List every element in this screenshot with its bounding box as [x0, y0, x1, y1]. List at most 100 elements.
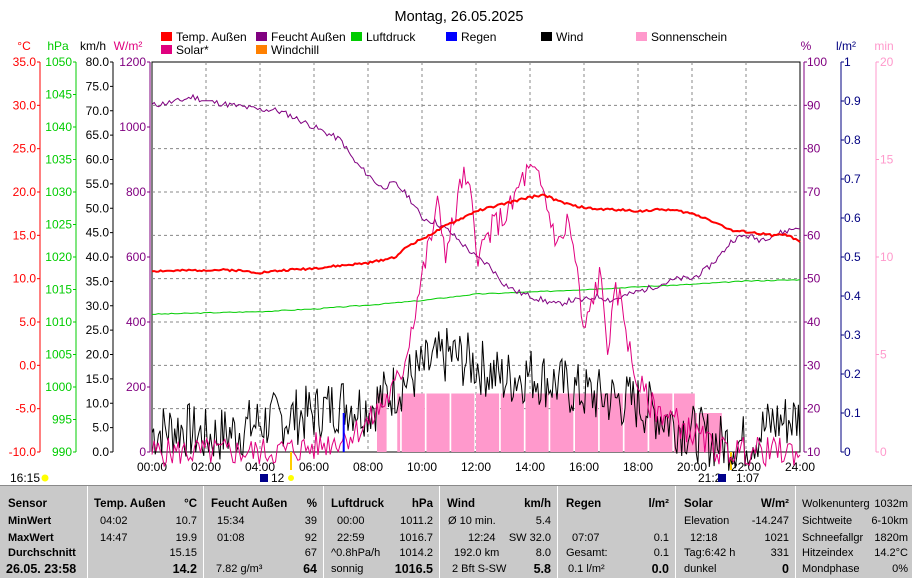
- sunshine-bar: [539, 393, 542, 452]
- sunshine-bar: [415, 393, 419, 452]
- x-tick-label: 20:00: [677, 460, 707, 474]
- rain-current: 0.0: [651, 562, 669, 576]
- sunshine-bar: [471, 393, 475, 452]
- sunshine-bar: [667, 393, 671, 452]
- temp-axis-tick-label: 10.0: [13, 272, 37, 286]
- sunshine-bar: [406, 393, 410, 452]
- solar-max: 1021: [764, 532, 789, 544]
- sunshine-bar: [525, 393, 529, 452]
- sunshine-bar: [674, 393, 677, 452]
- sunshine-bar: [480, 393, 484, 452]
- timestamp: 26.05. 23:58: [6, 562, 77, 576]
- temp-axis-tick-label: 0.0: [19, 358, 36, 372]
- wind-header: Wind: [447, 498, 475, 510]
- wind-axis-tick-label: 35.0: [86, 274, 110, 288]
- misc-label: Schneefallgr: [802, 532, 864, 544]
- sunshine-bar: [381, 393, 385, 452]
- solar-elev: -14.247: [751, 515, 789, 527]
- wind-axis-tick-label: 10.0: [86, 396, 110, 410]
- temp-max-time: 14:47: [100, 532, 128, 544]
- pressure-axis-tick-label: 1025: [45, 218, 72, 232]
- sunshine-bar: [680, 393, 684, 452]
- solar-axis-tick-label: 0: [139, 445, 146, 459]
- pressure-axis-tick-label: 995: [52, 413, 72, 427]
- sensor-header: Sensor: [8, 498, 47, 510]
- sunshine-bar: [593, 393, 596, 452]
- sunshine-bar: [536, 393, 540, 452]
- humidity-axis-tick-label: 100: [807, 55, 827, 69]
- legend-label: Feucht Außen: [271, 30, 346, 44]
- sunshine-bar: [635, 393, 639, 452]
- wind-axis-tick-label: 70.0: [86, 104, 110, 118]
- sun-marker-icon: [41, 474, 49, 482]
- legend-label: Wind: [556, 30, 583, 44]
- sunshine-bar: [568, 393, 572, 452]
- legend-swatch: [351, 32, 362, 41]
- sunshine-bar: [503, 393, 506, 452]
- wind-axis-tick-label: 65.0: [86, 128, 110, 142]
- pressure-axis-tick-label: 1000: [45, 380, 72, 394]
- temp-unit: °C: [17, 39, 31, 53]
- chart-title: Montag, 26.05.2025: [395, 9, 524, 25]
- sunshine-bar: [404, 393, 407, 452]
- wind-distance: 192.0 km: [454, 547, 500, 559]
- sunshine-bar: [602, 393, 605, 452]
- temp-current: 14.2: [172, 562, 197, 576]
- temp-axis-tick-label: 5.0: [19, 315, 36, 329]
- sunshine-bar: [581, 393, 585, 452]
- sunshine-bar: [563, 393, 567, 452]
- sunshine-bar: [530, 393, 533, 452]
- sunshine-bar: [435, 393, 439, 452]
- x-tick-label: 06:00: [299, 460, 329, 474]
- pressure-column: Luftdruck hPa 00:00 1011.2 22:59 1016.7 …: [324, 486, 440, 578]
- rain-axis-tick-label: 1: [844, 55, 851, 69]
- sunshine-bar: [422, 393, 425, 452]
- sunshine-bar: [521, 393, 524, 452]
- sunshine-bar: [615, 393, 619, 452]
- sunset-extra: 1:07: [736, 471, 760, 485]
- wind-axis-tick-label: 80.0: [86, 55, 110, 69]
- sunshine-bar: [500, 393, 504, 452]
- stats-panel: Sensor MinWert MaxWert Durchschnitt 26.0…: [0, 485, 912, 578]
- x-tick-label: 16:00: [569, 460, 599, 474]
- sunshine-bar: [649, 393, 653, 452]
- sunshine-bar: [507, 393, 511, 452]
- humidity-axis-tick-label: 80: [807, 142, 821, 156]
- humidity-min: 39: [304, 515, 317, 527]
- sunshine-bar: [478, 393, 482, 452]
- wind-axis-tick-label: 0.0: [92, 445, 109, 459]
- misc-value: 0%: [892, 563, 908, 575]
- x-tick-label: 04:00: [245, 460, 275, 474]
- legend-swatch: [541, 32, 552, 41]
- sunshine-bar: [491, 393, 495, 452]
- min-label: MinWert: [8, 515, 52, 527]
- sunshine-bar: [543, 393, 547, 452]
- sunshine-bar: [512, 393, 515, 452]
- pressure-axis-tick-label: 1045: [45, 88, 72, 102]
- solar-axis-tick-label: 400: [126, 315, 146, 329]
- x-tick-label: 12:00: [461, 460, 491, 474]
- sunshine-bar: [669, 393, 673, 452]
- solar-day-val: 331: [770, 547, 789, 559]
- solar-unit: W/m²: [114, 39, 143, 53]
- wind-current: 5.8: [533, 562, 551, 576]
- sun-axis-tick-label: 15: [880, 153, 894, 167]
- pressure-line: [152, 279, 801, 315]
- sunshine-bar: [518, 393, 522, 452]
- sunshine-bar: [431, 393, 434, 452]
- temp-axis-tick-label: 20.0: [13, 185, 37, 199]
- sunshine-bar: [611, 393, 614, 452]
- x-tick-label: 22:00: [731, 460, 761, 474]
- rain-header: Regen: [566, 498, 602, 510]
- misc-label: Wolkenunterg: [802, 498, 870, 510]
- sunshine-bar: [566, 393, 569, 452]
- sunshine-bar: [494, 393, 497, 452]
- wind-avg: 5.4: [535, 515, 551, 527]
- pressure-axis-tick-label: 1005: [45, 348, 72, 362]
- solar-axis-tick-label: 600: [126, 250, 146, 264]
- sunshine-bar: [624, 393, 628, 452]
- pressure-state: sonnig: [331, 563, 364, 575]
- axes: 00:00 02:00 04:00 06:00 08:00 10:00 12:00 14:00…: [9, 39, 894, 485]
- pressure-axis-tick-label: 1030: [45, 185, 72, 199]
- sunshine-bar: [626, 393, 630, 452]
